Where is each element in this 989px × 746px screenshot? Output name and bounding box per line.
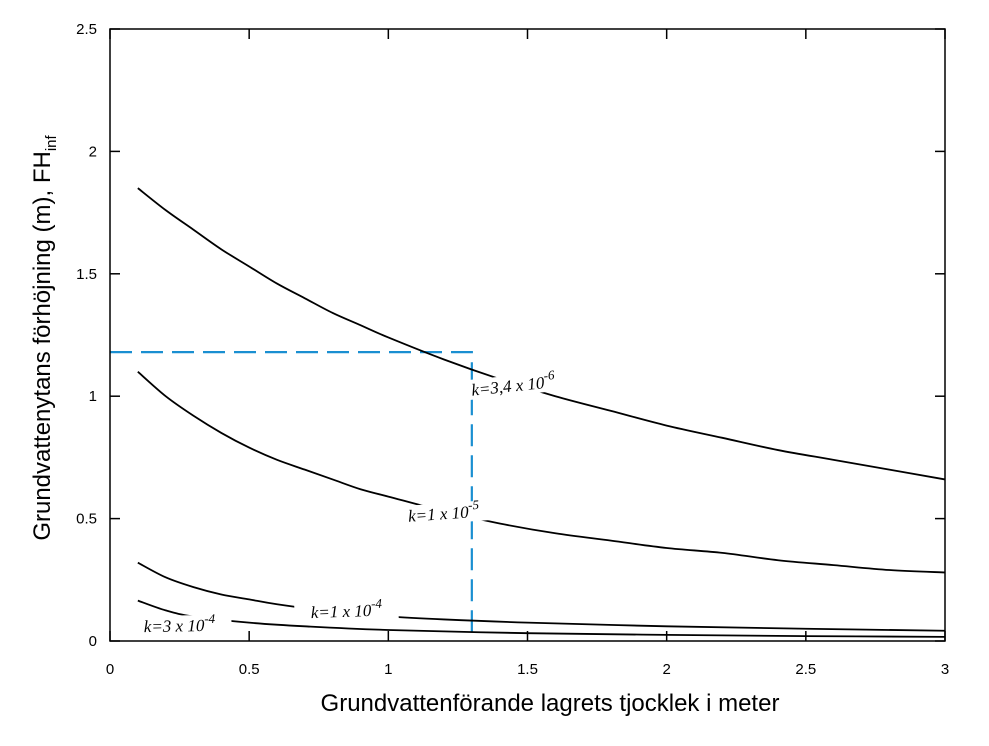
series-line [137, 561, 946, 632]
x-tick-label: 2.5 [795, 661, 816, 678]
series-line [137, 187, 946, 481]
y-axis-title-subscript: inf [43, 134, 60, 151]
curve-label-background [460, 369, 566, 401]
curve-label: k=3 x 10-4 [144, 611, 216, 636]
y-tick-label: 0 [89, 633, 97, 650]
curve-label-group: k=1 x 10-5 [391, 497, 497, 527]
curve-label-group: k=3 x 10-4 [127, 611, 232, 637]
curves [137, 187, 946, 638]
x-tick-label: 1.5 [517, 661, 538, 678]
curve-label-exponent: -6 [543, 367, 556, 383]
curve-label-exponent: -4 [371, 596, 383, 611]
curve-label-main: k=1 x 10 [310, 601, 372, 622]
y-tick-label: 2 [89, 143, 97, 160]
curve-label: k=1 x 10-4 [310, 596, 383, 622]
curve-labels: k=3,4 x 10-6k=1 x 10-5k=1 x 10-4k=3 x 10… [127, 367, 566, 637]
curve-label-main: k=1 x 10 [407, 503, 469, 526]
curve-label-main: k=3 x 10 [144, 616, 205, 636]
y-tick-label: 0.5 [76, 511, 97, 528]
y-tick-label: 1.5 [76, 266, 97, 283]
reference-lines [110, 351, 473, 641]
axes [109, 28, 946, 642]
x-tick-label: 1 [384, 661, 392, 678]
reference-dashed-line [110, 351, 473, 641]
y-tick-label: 2.5 [76, 21, 97, 38]
curve-label: k=1 x 10-5 [407, 497, 480, 526]
y-axis-title: Grundvattenytans förhöjning (m), FHinf [29, 134, 60, 540]
series-line [137, 371, 946, 574]
x-tick-label: 0 [106, 661, 114, 678]
curve-label-exponent: -4 [204, 611, 216, 626]
curve-label-group: k=1 x 10-4 [294, 596, 399, 623]
curve-label-background [127, 614, 232, 637]
plot-frame [109, 28, 946, 642]
x-tick-label: 0.5 [239, 661, 260, 678]
curve-label-background [391, 499, 497, 527]
ticks: 0 0.5 1 1.5 2 2.5 3 0 0.5 1 1.5 2 2.5 [76, 21, 949, 678]
curve-label-exponent: -5 [468, 497, 480, 513]
series-line [137, 599, 946, 638]
x-axis-title: Grundvattenförande lagrets tjocklek i me… [321, 690, 780, 717]
x-tick-label: 2 [662, 661, 670, 678]
curve-label-main: k=3,4 x 10 [470, 373, 545, 400]
y-axis-title-main: Grundvattenytans förhöjning (m), FH [29, 151, 56, 541]
curve-label-background [294, 599, 399, 623]
curve-label: k=3,4 x 10-6 [470, 367, 557, 400]
y-tick-label: 1 [89, 388, 97, 405]
x-tick-label: 3 [941, 661, 949, 678]
